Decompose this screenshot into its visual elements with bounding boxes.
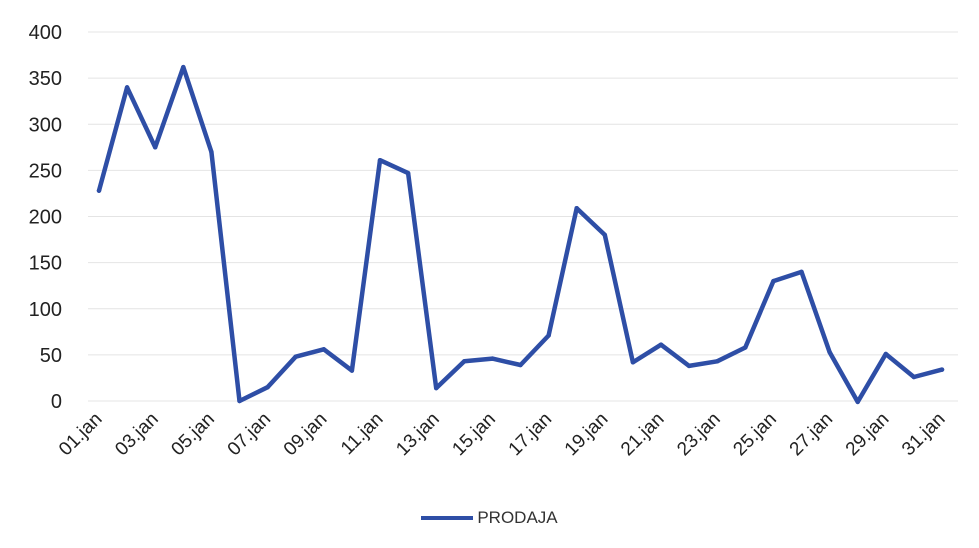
data-point	[462, 359, 467, 364]
data-point	[377, 158, 383, 163]
x-axis-tick-labels: 01.jan 03.jan 05.jan 07.jan 09.jan 11.jan 13.j…	[55, 409, 949, 460]
data-point	[771, 278, 776, 284]
data-point	[490, 356, 495, 361]
data-point	[602, 232, 607, 238]
data-point	[349, 368, 355, 373]
data-point	[405, 170, 411, 176]
y-tick-label: 250	[29, 160, 62, 182]
data-point	[883, 351, 888, 357]
x-tick-label: 25.jan	[729, 409, 780, 460]
y-tick-label: 400	[29, 22, 62, 44]
y-tick-label: 150	[29, 253, 62, 275]
series-layer	[96, 64, 945, 405]
y-tick-label: 100	[29, 299, 62, 321]
x-tick-label: 15.jan	[448, 409, 499, 460]
line-chart: 0 50 100 150 200 250 300 350 400 01.jan 03.jan 05.…	[29, 22, 958, 460]
series-line-prodaja	[96, 64, 945, 405]
data-point	[799, 269, 804, 275]
data-point	[209, 149, 214, 155]
x-tick-label: 23.jan	[673, 409, 724, 460]
y-tick-label: 350	[29, 68, 62, 90]
y-axis-tick-labels: 0 50 100 150 200 250 300 350 400	[29, 22, 62, 413]
x-tick-label: 31.jan	[898, 409, 949, 460]
data-point	[321, 347, 326, 352]
x-tick-label: 09.jan	[280, 409, 331, 460]
x-tick-label: 21.jan	[617, 409, 668, 460]
x-tick-label: 13.jan	[392, 409, 443, 460]
x-tick-label: 05.jan	[167, 409, 218, 460]
y-tick-label: 0	[51, 391, 62, 413]
data-point	[574, 205, 579, 211]
y-tick-label: 50	[40, 345, 62, 367]
y-tick-label: 200	[29, 207, 62, 229]
data-point	[96, 188, 102, 193]
x-tick-label: 29.jan	[842, 409, 893, 460]
data-point	[743, 345, 748, 350]
x-tick-label: 11.jan	[337, 409, 387, 459]
legend-swatch	[421, 516, 474, 520]
data-point	[265, 384, 270, 390]
data-point	[237, 398, 242, 404]
data-point	[855, 399, 860, 405]
data-point	[181, 64, 186, 70]
x-tick-label: 03.jan	[111, 409, 162, 460]
data-point	[911, 374, 917, 380]
data-point	[124, 85, 130, 90]
data-point	[827, 349, 832, 355]
legend-label-prodaja: PRODAJA	[477, 508, 558, 527]
data-point	[518, 362, 523, 368]
x-tick-label: 17.jan	[505, 409, 556, 460]
x-tick-label: 19.jan	[561, 409, 612, 460]
data-point	[630, 360, 636, 365]
x-tick-label: 27.jan	[786, 409, 837, 460]
data-point	[434, 385, 439, 391]
data-point	[658, 342, 664, 347]
data-point	[293, 354, 298, 359]
x-tick-label: 01.jan	[55, 409, 106, 460]
y-tick-label: 300	[29, 114, 62, 136]
data-point	[686, 363, 692, 369]
data-point	[939, 367, 945, 372]
data-point	[546, 333, 551, 338]
data-point	[153, 145, 158, 150]
x-tick-label: 07.jan	[224, 409, 275, 460]
data-point	[715, 359, 720, 364]
legend: PRODAJA	[0, 506, 979, 530]
